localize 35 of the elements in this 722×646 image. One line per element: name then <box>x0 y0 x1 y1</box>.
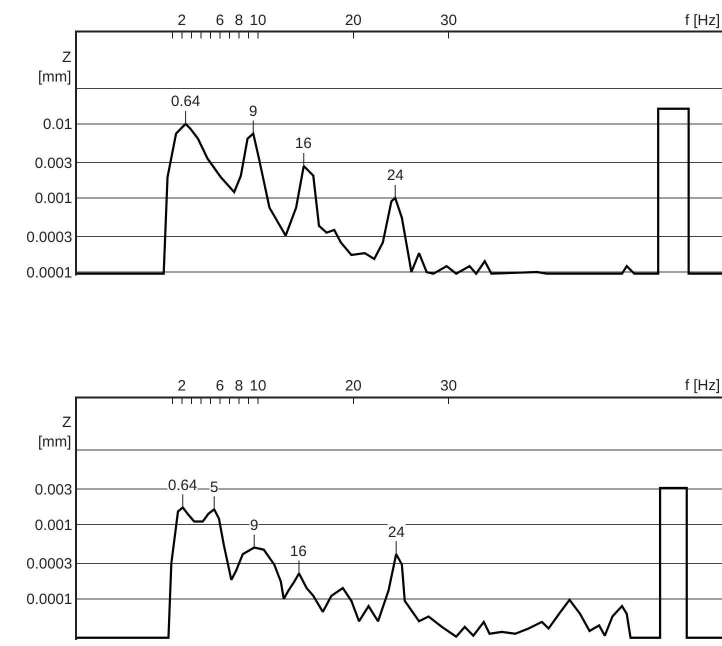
y-tick-label: 0.0001 <box>26 591 72 608</box>
y-axis-title: Z [mm] <box>38 414 72 450</box>
annotation: 24 <box>387 167 404 184</box>
y-axis-title: Z [mm] <box>38 49 72 86</box>
annotation: 5 <box>210 479 218 496</box>
x-tick-label: 10 <box>250 12 266 29</box>
y-tick-label: 0.001 <box>34 516 72 534</box>
x-axis-title: f [Hz] <box>685 377 720 394</box>
y-tick-label: 0.003 <box>34 154 72 172</box>
y-tick-label: 0.003 <box>34 481 72 498</box>
annotation: 16 <box>295 135 312 152</box>
annotation: 24 <box>388 524 405 541</box>
x-axis-title: f [Hz] <box>685 12 720 29</box>
y-tick-label: 0.001 <box>34 190 72 208</box>
x-tick-label: 30 <box>440 12 457 29</box>
x-tick-label: 8 <box>234 12 244 29</box>
x-tick-label: 6 <box>216 378 224 395</box>
annotation: 16 <box>290 543 307 560</box>
y-tick-label: 0.0003 <box>26 556 72 573</box>
annotation: 9 <box>249 103 258 120</box>
y-tick-label: 0.0001 <box>26 264 72 282</box>
x-tick-label: 2 <box>178 378 186 395</box>
x-tick-label: 2 <box>178 12 186 29</box>
x-tick-label: 30 <box>440 378 457 395</box>
annotation: 9 <box>250 517 258 534</box>
line-series <box>77 108 722 275</box>
y-tick-label: 0.0003 <box>26 228 72 246</box>
annotation: 0.64 <box>171 93 200 110</box>
x-tick-label: 6 <box>216 12 224 29</box>
x-tick-label: 20 <box>344 378 362 395</box>
x-tick-label: 20 <box>344 12 362 29</box>
y-tick-label: 0.01 <box>43 116 72 134</box>
annotation: 0.64 <box>168 477 198 494</box>
x-tick-label: 8 <box>234 378 244 395</box>
x-tick-label: 10 <box>250 378 266 395</box>
